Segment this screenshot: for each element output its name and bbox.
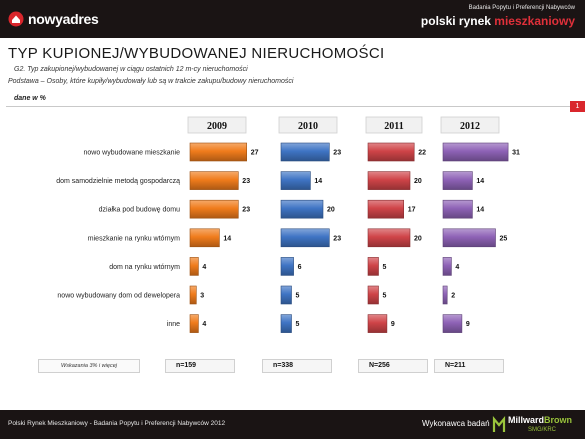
header-brand-main: polski rynek xyxy=(420,14,495,28)
bar-2012 xyxy=(442,314,463,333)
value-label-2012: 14 xyxy=(476,207,484,214)
company-name: MillwardBrown xyxy=(508,415,572,425)
value-label-2011: 5 xyxy=(383,264,387,271)
category-label: nowo wybudowany dom od dewelopera xyxy=(57,293,180,300)
category-label: dom samodzielnie metodą gospodarczą xyxy=(56,178,180,185)
category-label: działka pod budowę domu xyxy=(99,207,180,214)
value-label-2009: 23 xyxy=(242,207,250,214)
footer-bar: Polski Rynek Mieszkaniowy - Badania Popy… xyxy=(0,410,585,439)
bar-2010 xyxy=(280,171,311,190)
bar-2009 xyxy=(189,314,199,333)
value-label-2010: 20 xyxy=(327,207,335,214)
header-bar: nowyadres Badania Popytu i Preferencji N… xyxy=(0,0,585,38)
bar-2009 xyxy=(189,199,239,219)
value-label-2011: 20 xyxy=(414,178,422,185)
value-label-2010: 23 xyxy=(333,235,341,242)
year-header-box-2011 xyxy=(365,116,423,134)
bar-2012 xyxy=(442,171,473,190)
sample-size-2009: n=159 xyxy=(165,359,235,373)
bar-2012 xyxy=(442,199,473,219)
value-label-2011: 22 xyxy=(418,150,426,157)
value-label-2009: 14 xyxy=(223,235,231,242)
value-label-2010: 5 xyxy=(296,293,300,300)
value-label-2012: 25 xyxy=(500,235,508,242)
bar-2009 xyxy=(189,142,248,162)
bar-2010 xyxy=(280,142,330,162)
bar-2012 xyxy=(442,142,509,162)
logo-mark-icon xyxy=(8,11,24,27)
value-label-2012: 14 xyxy=(476,178,484,185)
bar-2011 xyxy=(367,199,405,219)
value-label-2011: 20 xyxy=(414,235,422,242)
value-label-2011: 5 xyxy=(383,293,387,300)
page-title: TYP KUPIONEJ/WYBUDOWANEJ NIERUCHOMOŚCI xyxy=(8,45,385,62)
value-label-2010: 14 xyxy=(314,178,322,185)
value-label-2010: 6 xyxy=(298,264,302,271)
bar-2010 xyxy=(280,285,292,305)
bar-2010 xyxy=(280,257,294,276)
bar-2010 xyxy=(280,228,330,248)
bar-2012 xyxy=(442,285,448,305)
bar-2009 xyxy=(189,171,239,190)
year-header-box-2012 xyxy=(440,116,500,134)
logo: nowyadres xyxy=(8,9,99,29)
divider xyxy=(6,106,578,107)
company-name-b: Brown xyxy=(544,415,573,425)
sample-size-2010: n=338 xyxy=(262,359,332,373)
value-label-2011: 9 xyxy=(391,321,395,328)
header-brand-accent: mieszkaniowy xyxy=(494,14,575,28)
header-brand: polski rynek mieszkaniowy xyxy=(421,14,575,28)
category-label: dom na rynku wtórnym xyxy=(109,264,180,271)
page-number-badge: 1 xyxy=(570,101,585,112)
base-text: Podstawa – Osoby, które kupiły/wybudował… xyxy=(8,78,294,85)
value-label-2009: 23 xyxy=(242,178,250,185)
bar-2009 xyxy=(189,285,197,305)
units-label: dane w % xyxy=(14,95,46,102)
company-subtitle: SMG/KRC xyxy=(528,427,557,433)
year-header-box-2009 xyxy=(187,116,247,134)
bar-2010 xyxy=(280,199,324,219)
logo-text: nowyadres xyxy=(28,11,99,27)
value-label-2012: 31 xyxy=(512,150,520,157)
value-label-2010: 23 xyxy=(333,150,341,157)
bar-2009 xyxy=(189,257,199,276)
value-label-2012: 4 xyxy=(455,264,459,271)
bar-2011 xyxy=(367,171,411,190)
bar-2012 xyxy=(442,228,496,248)
year-header-2012: 2012 xyxy=(460,121,480,132)
millward-brown-logo-icon xyxy=(492,416,506,432)
value-label-2009: 3 xyxy=(200,293,204,300)
value-label-2011: 17 xyxy=(408,207,416,214)
category-label: nowo wybudowane mieszkanie xyxy=(84,150,181,157)
year-header-2011: 2011 xyxy=(384,121,403,132)
year-header-box-2010 xyxy=(278,116,338,134)
category-label: mieszkanie na rynku wtórnym xyxy=(88,235,180,242)
bar-2009 xyxy=(189,228,220,248)
value-label-2009: 4 xyxy=(202,321,206,328)
year-header-2009: 2009 xyxy=(207,121,227,132)
year-header-2010: 2010 xyxy=(298,121,318,132)
sample-size-2011: N=256 xyxy=(358,359,428,373)
value-label-2010: 5 xyxy=(296,321,300,328)
bar-2011 xyxy=(367,228,411,248)
footnote: Wskazania 3% i więcej xyxy=(38,359,140,373)
bar-2010 xyxy=(280,314,292,333)
executor-label: Wykonawca badań xyxy=(422,419,490,428)
category-label: inne xyxy=(167,321,180,328)
bar-2012 xyxy=(442,257,452,276)
value-label-2012: 9 xyxy=(466,321,470,328)
bar-2011 xyxy=(367,314,388,333)
bar-2011 xyxy=(367,257,379,276)
sample-size-2012: N=211 xyxy=(434,359,504,373)
bar-chart: 2009 2010 2011 2012 nowo wybudowane mieszka… xyxy=(56,116,520,333)
footer-text: Polski Rynek Mieszkaniowy - Badania Popy… xyxy=(8,420,226,427)
value-label-2012: 2 xyxy=(451,293,455,300)
company-name-a: Millward xyxy=(508,415,545,425)
value-label-2009: 4 xyxy=(202,264,206,271)
header-subtitle: Badania Popytu i Preferencji Nabywców xyxy=(468,5,575,11)
value-label-2009: 27 xyxy=(251,150,259,157)
question-text: G2. Typ zakupionej/wybudowanej w ciągu o… xyxy=(14,66,248,73)
bar-2011 xyxy=(367,142,415,162)
bar-2011 xyxy=(367,285,379,305)
